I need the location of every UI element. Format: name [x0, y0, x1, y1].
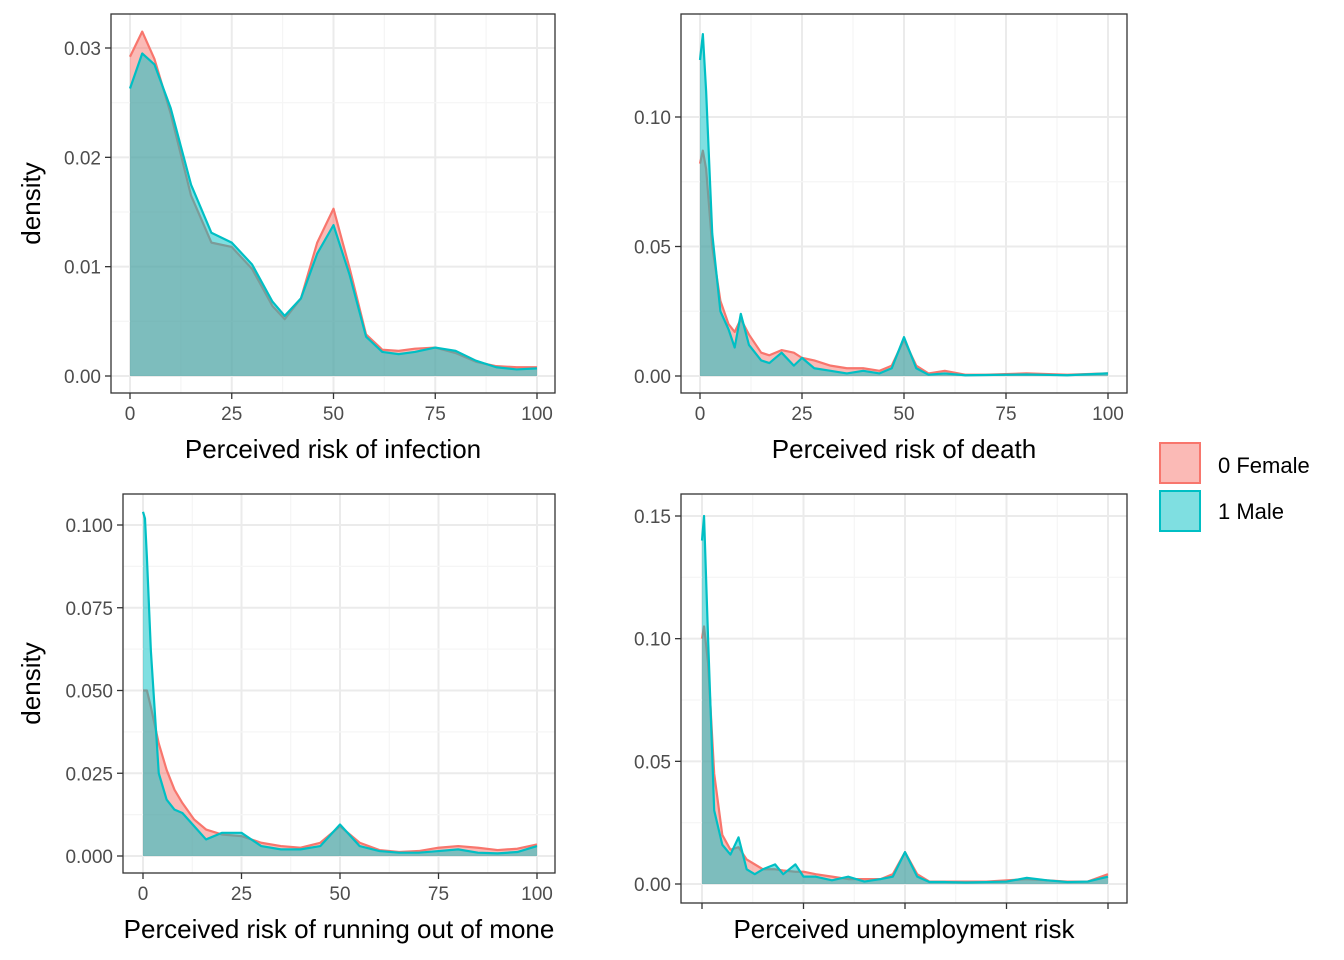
y-tick-label: 0.02 — [64, 148, 101, 169]
x-axis-title: Perceived risk of death — [772, 434, 1036, 464]
panel-border — [122, 493, 556, 874]
density-line-0-female — [143, 689, 538, 854]
x-axis-title: Perceived risk of running out of mone — [124, 914, 555, 944]
chart-panels: 0 25 50 75 100 0.00 0.01 0.02 0.03 Perceived risk… — [16, 13, 1128, 944]
y-tick-label: 0.025 — [65, 764, 113, 785]
x-tick-label: 25 — [221, 404, 242, 425]
y-tick-label: 0.00 — [64, 367, 101, 388]
panel-3: 0 25 50 75 100 0.000 0.025 0.050 0.075 0.100 Perce… — [16, 493, 556, 944]
x-tick-label: 100 — [521, 404, 553, 425]
x-tick-label: 25 — [231, 884, 252, 905]
x-tick-label: 25 — [791, 404, 812, 425]
panel-2: 0 25 50 75 100 0.00 0.05 0.10 Perceived risk of … — [634, 13, 1128, 464]
x-tick-label: 0 — [695, 404, 706, 425]
density-line-0-female — [698, 149, 1109, 376]
x-tick-label: 100 — [521, 884, 553, 905]
density-area-1-male — [130, 53, 537, 376]
x-tick-label: 75 — [428, 884, 449, 905]
y-tick-label: 0.00 — [634, 875, 671, 896]
x-tick-label: 75 — [425, 404, 446, 425]
legend: 0 Female 1 Male — [1159, 442, 1310, 532]
x-axis-title: Perceived unemployment risk — [733, 914, 1075, 944]
y-tick-label: 0.100 — [65, 516, 113, 537]
x-tick-label: 100 — [1092, 404, 1124, 425]
density-line-1-male — [700, 514, 1109, 884]
density-area-1-male — [700, 34, 1108, 377]
panel-4: 0.00 0.05 0.10 0.15 Perceived unemployment r… — [634, 493, 1128, 944]
legend-label-male: 1 Male — [1218, 499, 1284, 524]
y-tick-label: 0.05 — [634, 752, 671, 773]
legend-key-male — [1159, 490, 1201, 532]
density-line-1-male — [141, 511, 538, 855]
x-tick-label: 75 — [995, 404, 1016, 425]
panel-1: 0 25 50 75 100 0.00 0.01 0.02 0.03 Perceived risk… — [16, 13, 556, 464]
y-tick-label: 0.10 — [634, 108, 671, 129]
y-tick-label: 0.15 — [634, 507, 671, 528]
density-area-1-male — [143, 511, 537, 856]
y-tick-label: 0.050 — [65, 682, 113, 703]
density-line-1-male — [698, 33, 1109, 377]
y-tick-label: 0.05 — [634, 238, 671, 259]
x-tick-label: 0 — [138, 884, 149, 905]
y-tick-label: 0.03 — [64, 39, 101, 60]
y-tick-label: 0.10 — [634, 630, 671, 651]
x-tick-label: 50 — [323, 404, 344, 425]
legend-key-female — [1159, 442, 1201, 484]
y-tick-label: 0.00 — [634, 367, 671, 388]
y-tick-label: 0.01 — [64, 258, 101, 279]
x-tick-label: 50 — [329, 884, 350, 905]
density-line-1-male — [128, 52, 538, 371]
y-tick-label: 0.000 — [65, 847, 113, 868]
x-tick-label: 50 — [893, 404, 914, 425]
panel-border — [680, 493, 1128, 904]
legend-label-female: 0 Female — [1218, 453, 1310, 478]
x-axis-title: Perceived risk of infection — [185, 434, 481, 464]
y-axis-title: density — [16, 642, 46, 724]
x-tick-label: 0 — [125, 404, 136, 425]
y-tick-label: 0.075 — [65, 599, 113, 620]
y-axis-title: density — [16, 162, 46, 244]
